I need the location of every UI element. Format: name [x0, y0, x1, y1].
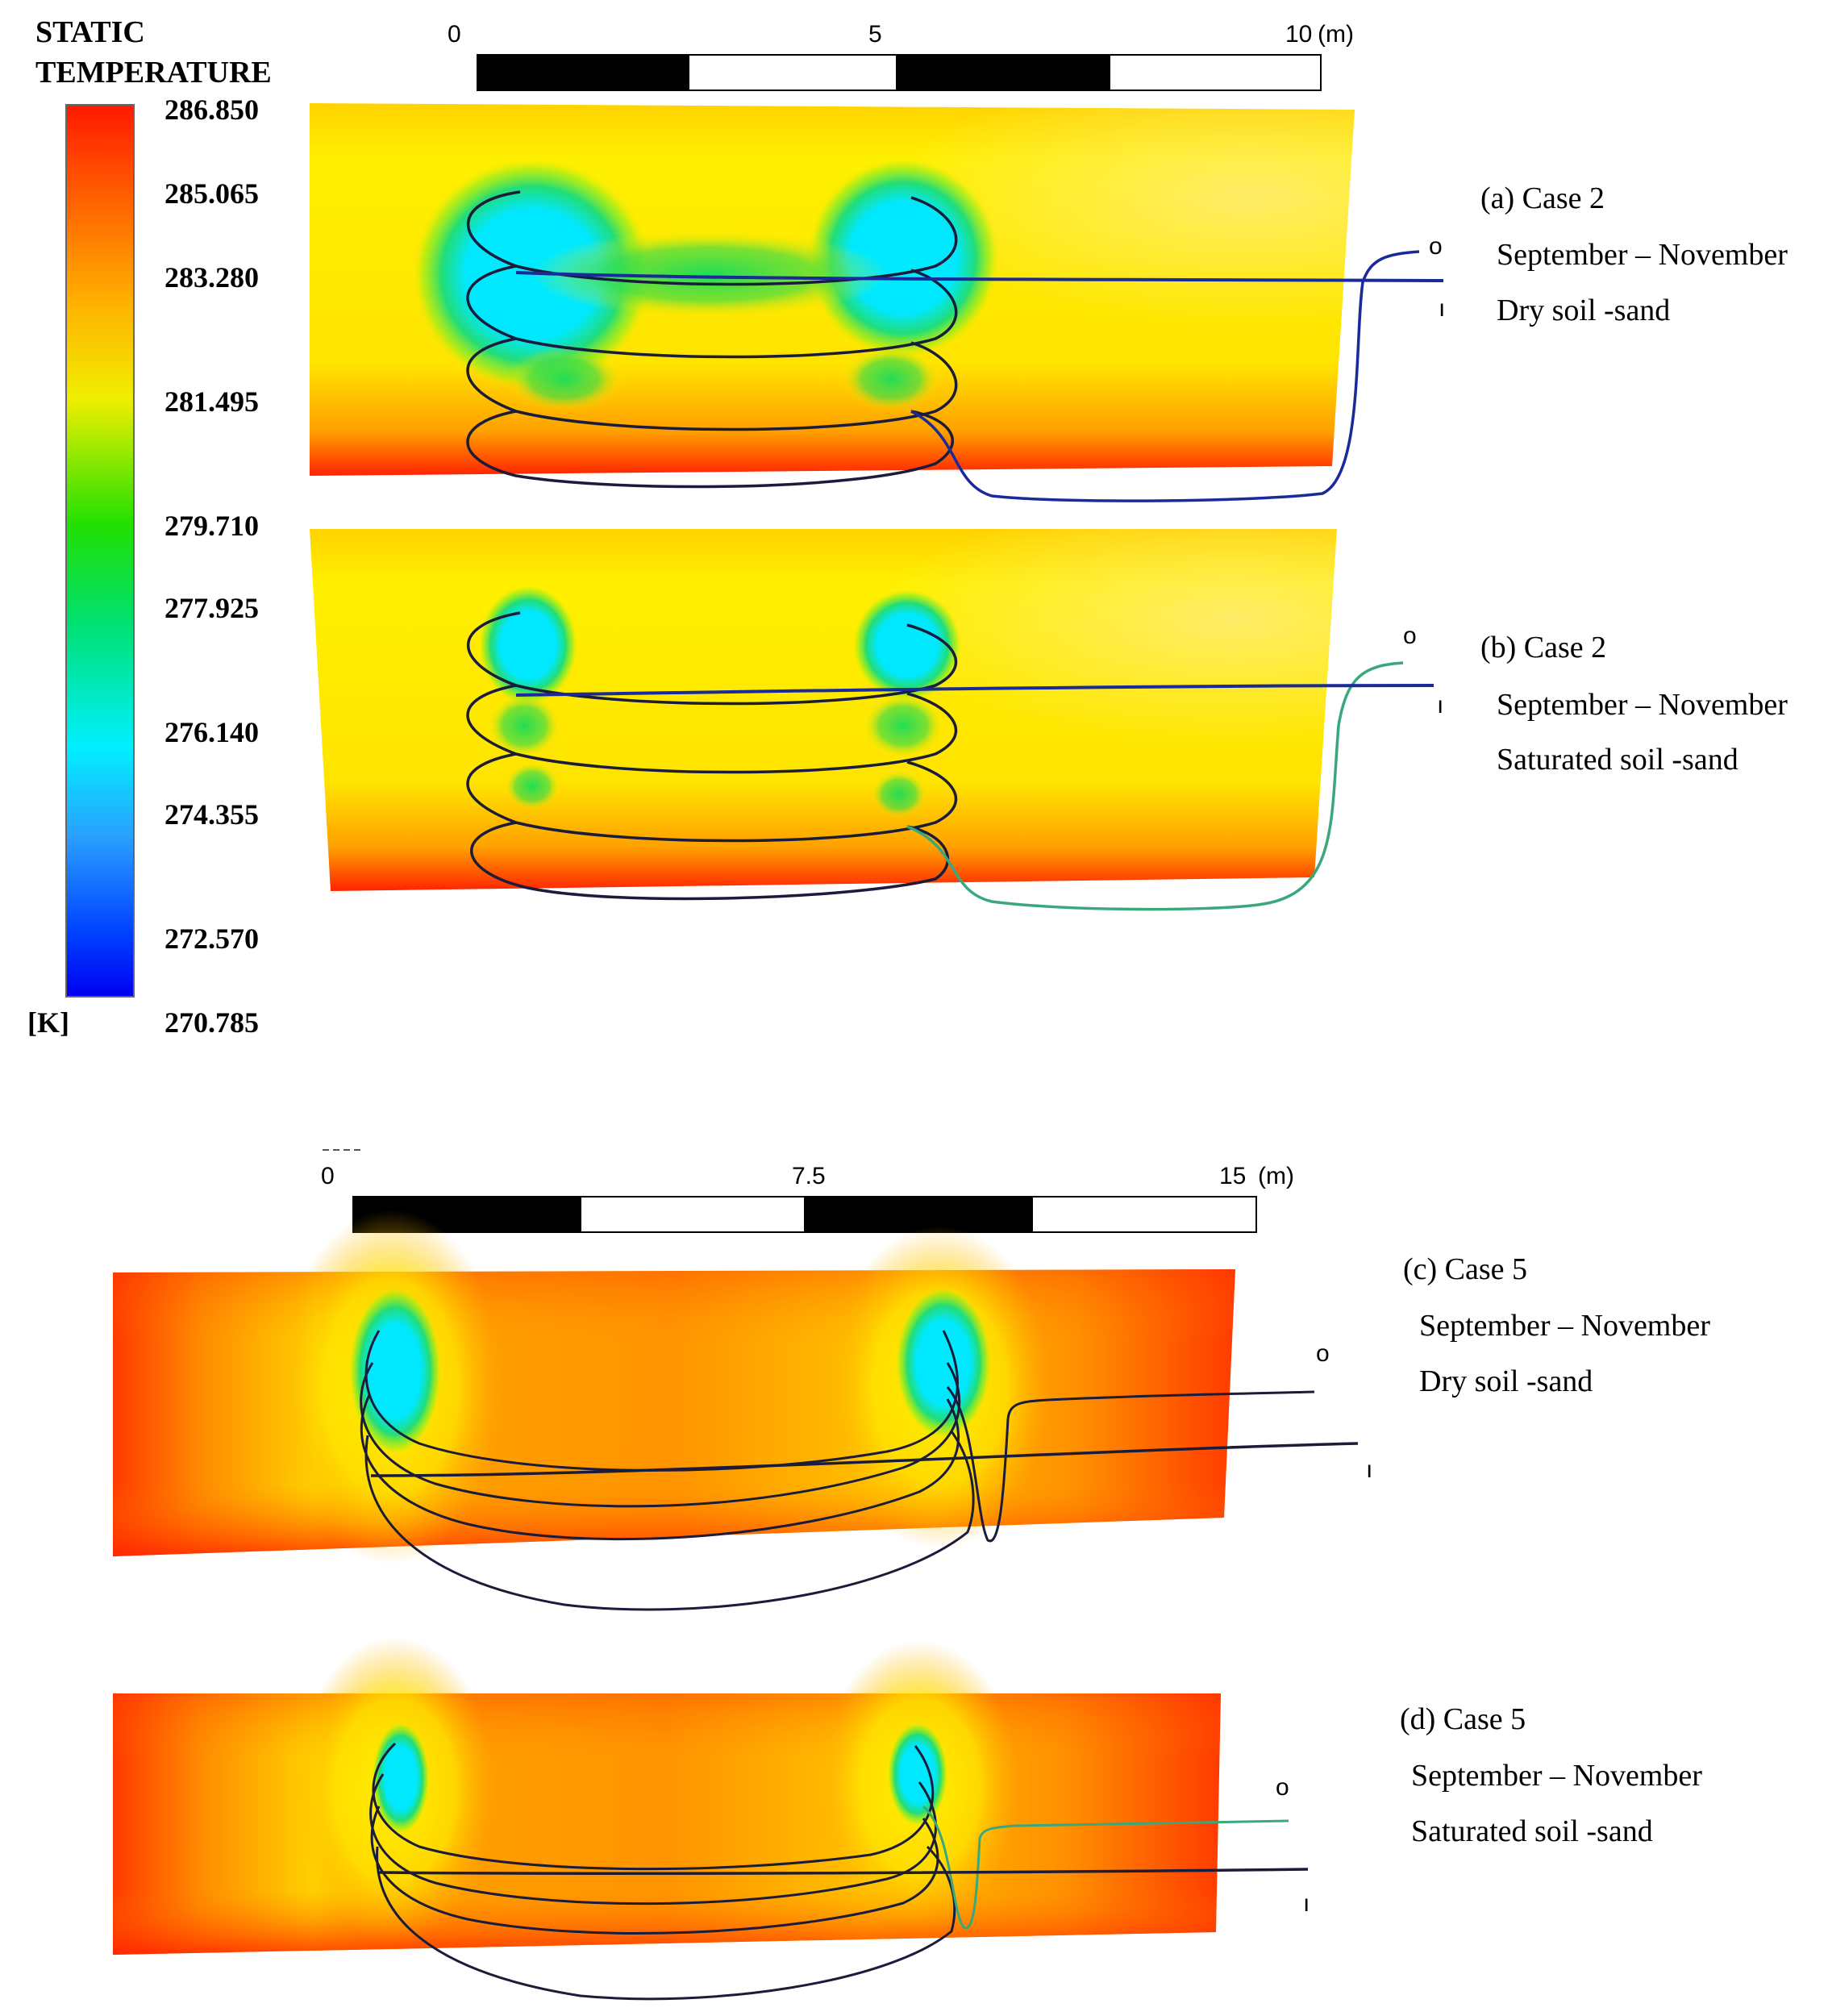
scale-top-label-5: 5: [868, 21, 882, 48]
panel-c: o ı (c) Case 5 September – November Dry …: [113, 1210, 1710, 1611]
panel-c-soil: Dry soil -sand: [1419, 1364, 1593, 1398]
cold-zone-left: [478, 585, 578, 706]
panel-a-soil: Dry soil -sand: [1497, 294, 1670, 327]
ground-heat-exchanger-coil: [466, 190, 958, 489]
scale-top-label-10: 10: [1285, 21, 1312, 48]
legend-value: 281.495: [164, 385, 259, 418]
outlet-label: o: [1429, 233, 1443, 260]
scale-segment-black: [477, 54, 689, 91]
scale-bottom-label-15: 15: [1219, 1163, 1246, 1189]
inlet-label: ı: [1366, 1456, 1372, 1483]
inlet-label: ı: [1439, 295, 1445, 322]
legend-unit: [K]: [27, 1006, 69, 1039]
legend-value: 286.850: [164, 94, 259, 126]
panel-d-title: (d) Case 5: [1400, 1702, 1526, 1736]
legend-title-line1: STATIC: [35, 15, 145, 49]
inlet-pipe: [378, 1868, 1309, 1875]
panel-a-title: (a) Case 2: [1480, 181, 1605, 215]
legend-value: 285.065: [164, 177, 259, 210]
panel-c-period: September – November: [1419, 1309, 1710, 1343]
scale-bottom-label-0: 0: [321, 1163, 335, 1189]
panel-d-period: September – November: [1411, 1759, 1702, 1793]
outlet-pipe: [910, 250, 1420, 502]
inlet-pipe: [370, 1442, 1359, 1477]
panel-b-period: September – November: [1497, 688, 1788, 722]
outlet-pipe: [922, 1805, 1289, 1930]
cold-zone-center: [532, 230, 887, 319]
inlet-pipe: [515, 684, 1435, 697]
scale-segment-white: [1031, 1196, 1257, 1233]
outlet-label: o: [1276, 1774, 1289, 1801]
scale-top-unit: (m): [1318, 21, 1354, 48]
scale-bar-bottom: 0 7.5 15 (m): [321, 1149, 1294, 1233]
ground-heat-exchanger-coil: [369, 1742, 956, 2001]
legend-value: 272.570: [164, 923, 259, 955]
legend-value: 276.140: [164, 716, 259, 748]
cold-zone-right: [895, 1286, 992, 1439]
color-legend: STATIC TEMPERATURE 286.850 285.065 283.280…: [27, 15, 272, 1039]
outlet-pipe: [946, 1386, 1315, 1543]
panel-a-period: September – November: [1497, 238, 1788, 272]
legend-value: 270.785: [164, 1006, 259, 1039]
inlet-label: ı: [1437, 692, 1443, 719]
scale-bar-top: 0 5 10 (m): [448, 21, 1354, 91]
cold-zone-right: [806, 157, 1000, 359]
panel-d: o ı (d) Case 5 September – November Satu…: [113, 1637, 1702, 2001]
outlet-label: o: [1316, 1340, 1330, 1367]
panel-d-soil: Saturated soil -sand: [1411, 1814, 1653, 1848]
scale-bottom-label-7-5: 7.5: [792, 1163, 826, 1189]
legend-colorbar: [65, 104, 135, 998]
scale-segment-black: [896, 54, 1110, 91]
scale-segment-black: [804, 1196, 1033, 1233]
panel-b-title: (b) Case 2: [1480, 631, 1606, 664]
outlet-label: o: [1403, 623, 1417, 649]
legend-title-line2: TEMPERATURE: [35, 56, 272, 90]
outlet-pipe: [906, 661, 1404, 911]
cold-zone-left: [372, 1722, 430, 1835]
inlet-label: ı: [1303, 1890, 1310, 1917]
legend-value: 277.925: [164, 592, 259, 624]
cold-zone-left: [348, 1286, 442, 1456]
cold-zone-right: [887, 1722, 948, 1826]
scale-segment-white: [688, 54, 897, 91]
scale-bottom-unit: (m): [1258, 1163, 1294, 1189]
panel-a: o ı (a) Case 2 September – November Dry …: [310, 103, 1788, 502]
panel-c-title: (c) Case 5: [1403, 1252, 1527, 1286]
legend-values: 286.850 285.065 283.280 281.495 279.710 277.9…: [164, 94, 259, 1039]
scale-segment-white: [1109, 54, 1322, 91]
panel-b-soil: Saturated soil -sand: [1497, 743, 1738, 777]
inlet-pipe: [515, 271, 1444, 282]
legend-value: 279.710: [164, 510, 259, 542]
scale-top-label-0: 0: [448, 21, 461, 48]
cold-zone-right: [852, 589, 962, 702]
scale-segment-white: [580, 1196, 806, 1233]
panel-b: o ı (b) Case 2 September – November Satu…: [310, 529, 1788, 911]
legend-value: 283.280: [164, 261, 259, 294]
legend-value: 274.355: [164, 798, 259, 831]
